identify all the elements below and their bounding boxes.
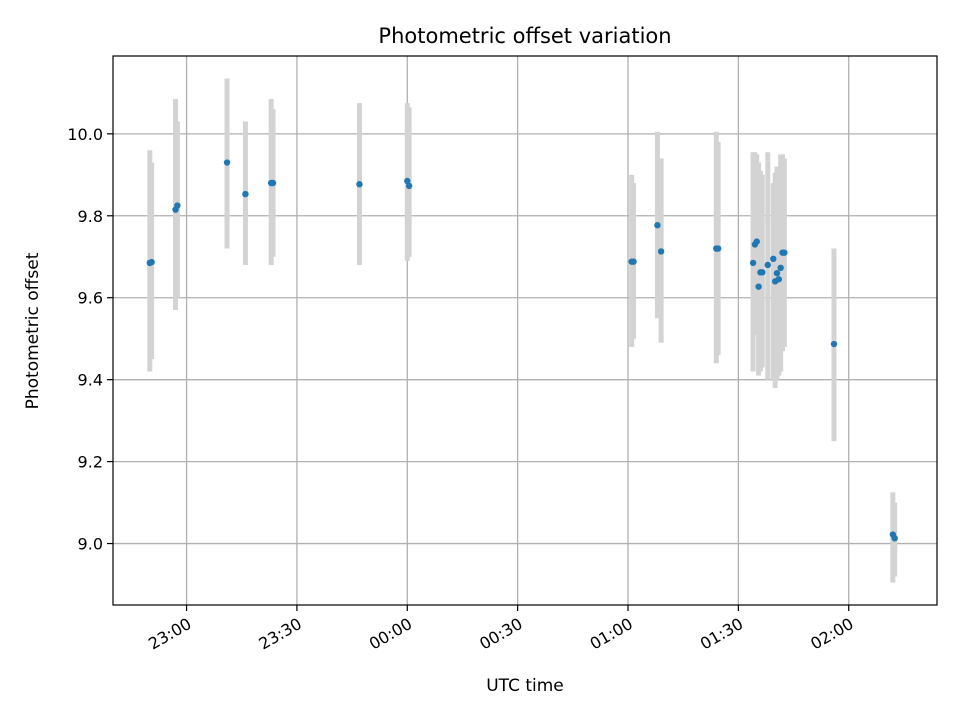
data-point <box>404 177 411 185</box>
data-point <box>714 245 722 252</box>
y-axis-label: Photometric offset <box>23 252 43 409</box>
y-tick-label: 9.2 <box>78 453 103 472</box>
y-tick-label: 10.0 <box>67 125 103 144</box>
data-point <box>773 269 781 277</box>
y-tick-label: 9.4 <box>78 371 103 390</box>
data-point <box>356 181 363 188</box>
y-axis: 9.0 9.2 9.4 9.6 9.8 10.0 <box>67 125 113 554</box>
data-point <box>148 258 155 266</box>
data-point <box>753 238 760 245</box>
data-point <box>242 190 249 198</box>
data-point <box>654 222 661 229</box>
data-point <box>830 340 838 348</box>
x-axis-label: UTC time <box>486 676 564 696</box>
y-tick-label: 9.6 <box>78 289 103 308</box>
data-points <box>146 159 898 542</box>
data-point <box>755 283 762 290</box>
chart-title: Photometric offset variation <box>378 24 671 48</box>
data-point <box>223 159 231 166</box>
data-point <box>405 182 413 190</box>
data-point <box>759 269 766 276</box>
data-point <box>657 248 665 255</box>
grid <box>113 56 937 605</box>
data-point <box>781 249 788 256</box>
data-point <box>749 259 757 267</box>
data-point <box>775 276 783 283</box>
y-tick-label: 9.8 <box>78 207 103 226</box>
data-point <box>770 255 777 263</box>
data-point <box>891 535 898 542</box>
data-point <box>174 202 181 209</box>
plot-frame <box>112 55 938 606</box>
data-point <box>630 258 637 265</box>
data-point <box>777 264 784 272</box>
y-tick-label: 9.0 <box>78 535 103 554</box>
data-point <box>269 179 277 187</box>
data-point <box>764 261 771 269</box>
